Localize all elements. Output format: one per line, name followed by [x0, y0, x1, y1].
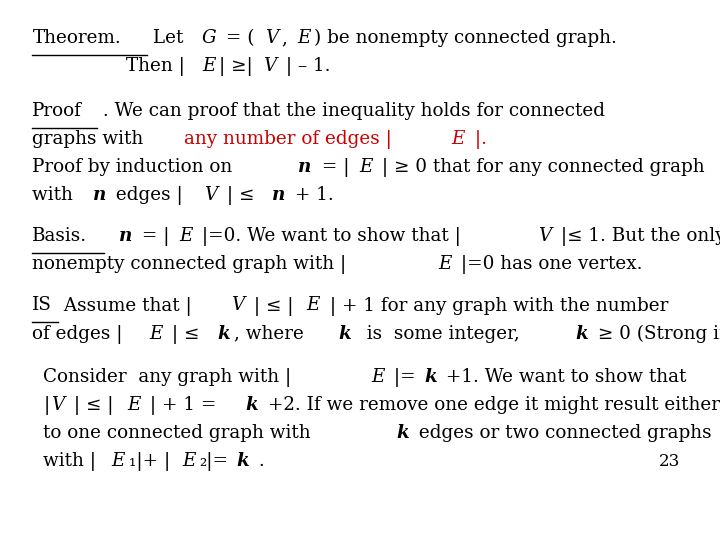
Text: | ≤ |: | ≤ | — [68, 396, 114, 415]
Text: ) be nonempty connected graph.: ) be nonempty connected graph. — [315, 29, 617, 47]
Text: with |: with | — [43, 452, 96, 471]
Text: edges or two connected graphs: edges or two connected graphs — [413, 424, 711, 442]
Text: is  some integer,: is some integer, — [355, 325, 526, 342]
Text: Proof by induction on: Proof by induction on — [32, 158, 238, 176]
Text: V: V — [230, 296, 244, 314]
Text: n: n — [298, 158, 312, 176]
Text: Assume that |: Assume that | — [58, 296, 192, 315]
Text: |.: |. — [469, 130, 487, 149]
Text: Then |: Then | — [126, 57, 185, 76]
Text: E: E — [127, 396, 140, 414]
Text: 23: 23 — [659, 453, 680, 470]
Text: |=0 has one vertex.: |=0 has one vertex. — [455, 255, 643, 274]
Text: | ≤: | ≤ — [221, 186, 260, 205]
Text: E: E — [179, 227, 192, 245]
Text: E: E — [202, 57, 215, 75]
Text: Let: Let — [147, 29, 189, 47]
Text: | ≤: | ≤ — [166, 325, 206, 343]
Text: Basis.: Basis. — [32, 227, 88, 245]
Text: n: n — [271, 186, 285, 204]
Text: n: n — [93, 186, 106, 204]
Text: ≥ 0 (Strong induction).: ≥ 0 (Strong induction). — [592, 325, 720, 342]
Text: E: E — [359, 158, 372, 176]
Text: k: k — [424, 368, 437, 386]
Text: G: G — [202, 29, 216, 47]
Text: E: E — [371, 368, 384, 386]
Text: |: | — [43, 396, 50, 415]
Text: ₁|+ |: ₁|+ | — [129, 452, 170, 471]
Text: |≤ 1. But the only: |≤ 1. But the only — [555, 227, 720, 246]
Text: of edges |: of edges | — [32, 325, 123, 343]
Text: E: E — [149, 325, 163, 342]
Text: IS: IS — [32, 296, 53, 314]
Text: edges |: edges | — [110, 186, 183, 205]
Text: V: V — [51, 396, 65, 414]
Text: k: k — [396, 424, 409, 442]
Text: V: V — [265, 29, 278, 47]
Text: V: V — [263, 57, 276, 75]
Text: ₂|=: ₂|= — [199, 452, 228, 471]
Text: + 1.: + 1. — [289, 186, 333, 204]
Text: to one connected graph with: to one connected graph with — [43, 424, 317, 442]
Text: +1. We want to show that: +1. We want to show that — [441, 368, 687, 386]
Text: | + 1 for any graph with the number: | + 1 for any graph with the number — [324, 296, 668, 315]
Text: n: n — [119, 227, 132, 245]
Text: | ≥ 0 that for any connected graph: | ≥ 0 that for any connected graph — [376, 158, 705, 177]
Text: = |: = | — [136, 227, 169, 246]
Text: k: k — [246, 396, 258, 414]
Text: any number of edges |: any number of edges | — [184, 130, 392, 149]
Text: Theorem.: Theorem. — [32, 29, 121, 47]
Text: k: k — [217, 325, 230, 342]
Text: = (: = ( — [220, 29, 255, 47]
Text: E: E — [307, 296, 320, 314]
Text: V: V — [204, 186, 217, 204]
Text: nonempty connected graph with |: nonempty connected graph with | — [32, 255, 346, 274]
Text: ,: , — [282, 29, 294, 47]
Text: .: . — [253, 452, 265, 470]
Text: Consider  any graph with |: Consider any graph with | — [43, 368, 297, 387]
Text: | + 1 =: | + 1 = — [144, 396, 222, 415]
Text: E: E — [112, 452, 125, 470]
Text: | – 1.: | – 1. — [280, 57, 330, 76]
Text: = |: = | — [315, 158, 349, 177]
Text: |=: |= — [388, 368, 416, 387]
Text: V: V — [539, 227, 552, 245]
Text: | ≤ |: | ≤ | — [248, 296, 293, 315]
Text: with: with — [32, 186, 79, 204]
Text: | ≥|: | ≥| — [219, 57, 253, 76]
Text: Proof: Proof — [32, 102, 82, 120]
Text: k: k — [339, 325, 351, 342]
Text: . We can proof that the inequality holds for connected: . We can proof that the inequality holds… — [96, 102, 605, 120]
Text: , where: , where — [233, 325, 315, 342]
Text: +2. If we remove one edge it might result either: +2. If we remove one edge it might resul… — [262, 396, 720, 414]
Text: graphs with: graphs with — [32, 130, 150, 148]
Text: |=0. We want to show that |: |=0. We want to show that | — [197, 227, 462, 246]
Text: E: E — [297, 29, 310, 47]
Text: E: E — [182, 452, 195, 470]
Text: E: E — [438, 255, 451, 273]
Text: k: k — [575, 325, 588, 342]
Text: k: k — [237, 452, 250, 470]
Text: E: E — [451, 130, 465, 148]
